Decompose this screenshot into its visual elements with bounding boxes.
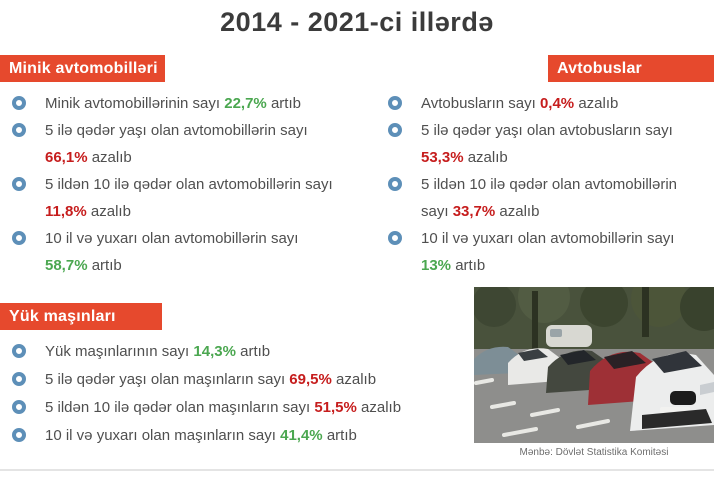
page-title: 2014 - 2021-ci illərdə bbox=[220, 7, 494, 37]
bottom-divider bbox=[0, 469, 714, 471]
stat-text: Yük maşınlarının sayı 14,3% artıb bbox=[45, 343, 271, 360]
list-item: 5 ildən 10 ilə qədər olan avtomobillərin… bbox=[12, 171, 357, 225]
bullet-ring-icon bbox=[12, 372, 26, 386]
bullet-ring-icon bbox=[388, 96, 402, 110]
list-item: Yük maşınlarının sayı 14,3% artıb bbox=[12, 338, 482, 366]
list-item: 5 ilə qədər yaşı olan maşınların sayı 69… bbox=[12, 366, 482, 394]
bullet-ring-icon bbox=[388, 123, 402, 137]
stat-text: 5 ildən 10 ilə qədər olan avtomobillərin… bbox=[45, 176, 333, 220]
bullet-ring-icon bbox=[12, 231, 26, 245]
list-item: 10 il və yuxarı olan maşınların sayı 41,… bbox=[12, 422, 482, 450]
list-item: 5 ilə qədər yaşı olan avtomobillərin say… bbox=[12, 117, 357, 171]
list-item: Avtobusların sayı 0,4% azalıb bbox=[388, 90, 708, 117]
list-item: 5 ildən 10 ilə qədər olan maşınların say… bbox=[12, 394, 482, 422]
stat-list-avtobuslar: Avtobusların sayı 0,4% azalıb 5 ilə qədə… bbox=[388, 90, 708, 279]
stat-value: 66,1% bbox=[45, 149, 88, 166]
bullet-ring-icon bbox=[388, 177, 402, 191]
stat-value: 58,7% bbox=[45, 257, 88, 274]
list-item: 5 ilə qədər yaşı olan avtobusların sayı … bbox=[388, 117, 708, 171]
stat-value: 14,3% bbox=[193, 343, 236, 360]
stat-text: 5 ilə qədər yaşı olan avtobusların sayı … bbox=[421, 122, 673, 166]
stat-text: 10 il və yuxarı olan avtomobillərin sayı… bbox=[45, 230, 299, 274]
bullet-ring-icon bbox=[12, 123, 26, 137]
stat-text: 5 ildən 10 ilə qədər olan maşınların say… bbox=[45, 399, 402, 416]
bullet-ring-icon bbox=[12, 344, 26, 358]
source-credit: Mənbə: Dövlət Statistika Komitəsi bbox=[519, 447, 669, 458]
stat-value: 33,7% bbox=[452, 203, 496, 220]
list-item: 10 il və yuxarı olan avtomobillərin sayı… bbox=[388, 225, 708, 279]
stat-list-minik: Minik avtomobillərinin sayı 22,7% artıb … bbox=[12, 90, 357, 279]
stat-text: 5 ilə qədər yaşı olan maşınların sayı 69… bbox=[45, 371, 377, 388]
section-header-yuk-masinlari: Yük maşınları bbox=[0, 303, 162, 330]
stat-value: 41,4% bbox=[280, 427, 323, 444]
parked-cars-photo bbox=[474, 287, 714, 443]
stat-text: 5 ilə qədər yaşı olan avtomobillərin say… bbox=[45, 122, 308, 166]
bullet-ring-icon bbox=[12, 177, 26, 191]
stat-value: 0,4% bbox=[539, 95, 575, 112]
stat-text: 10 il və yuxarı olan maşınların sayı 41,… bbox=[45, 427, 357, 444]
list-item: 5 ildən 10 ilə qədər olan avtomobillərin… bbox=[388, 171, 708, 225]
stat-value: 51,5% bbox=[314, 399, 357, 416]
stat-value: 69,5% bbox=[289, 371, 332, 388]
list-item: 10 il və yuxarı olan avtomobillərin sayı… bbox=[12, 225, 357, 279]
stat-text: Avtobusların sayı 0,4% azalıb bbox=[421, 95, 619, 112]
bullet-ring-icon bbox=[12, 96, 26, 110]
bullet-ring-icon bbox=[388, 231, 402, 245]
stat-text: 10 il və yuxarı olan avtomobillərin sayı… bbox=[421, 230, 675, 274]
stat-value: 53,3% bbox=[421, 149, 464, 166]
bullet-ring-icon bbox=[12, 400, 26, 414]
stat-list-yuk: Yük maşınlarının sayı 14,3% artıb 5 ilə … bbox=[12, 338, 482, 450]
stat-value: 22,7% bbox=[224, 95, 267, 112]
stat-text: Minik avtomobillərinin sayı 22,7% artıb bbox=[45, 95, 301, 112]
section-header-minik-avtomobillari: Minik avtomobilləri bbox=[0, 55, 165, 82]
bullet-ring-icon bbox=[12, 428, 26, 442]
list-item: Minik avtomobillərinin sayı 22,7% artıb bbox=[12, 90, 357, 117]
stat-value: 11,8% bbox=[45, 203, 87, 220]
section-header-avtobuslar: Avtobuslar bbox=[548, 55, 714, 82]
stat-text: 5 ildən 10 ilə qədər olan avtomobillərin… bbox=[421, 176, 677, 220]
stat-value: 13% bbox=[421, 257, 452, 274]
